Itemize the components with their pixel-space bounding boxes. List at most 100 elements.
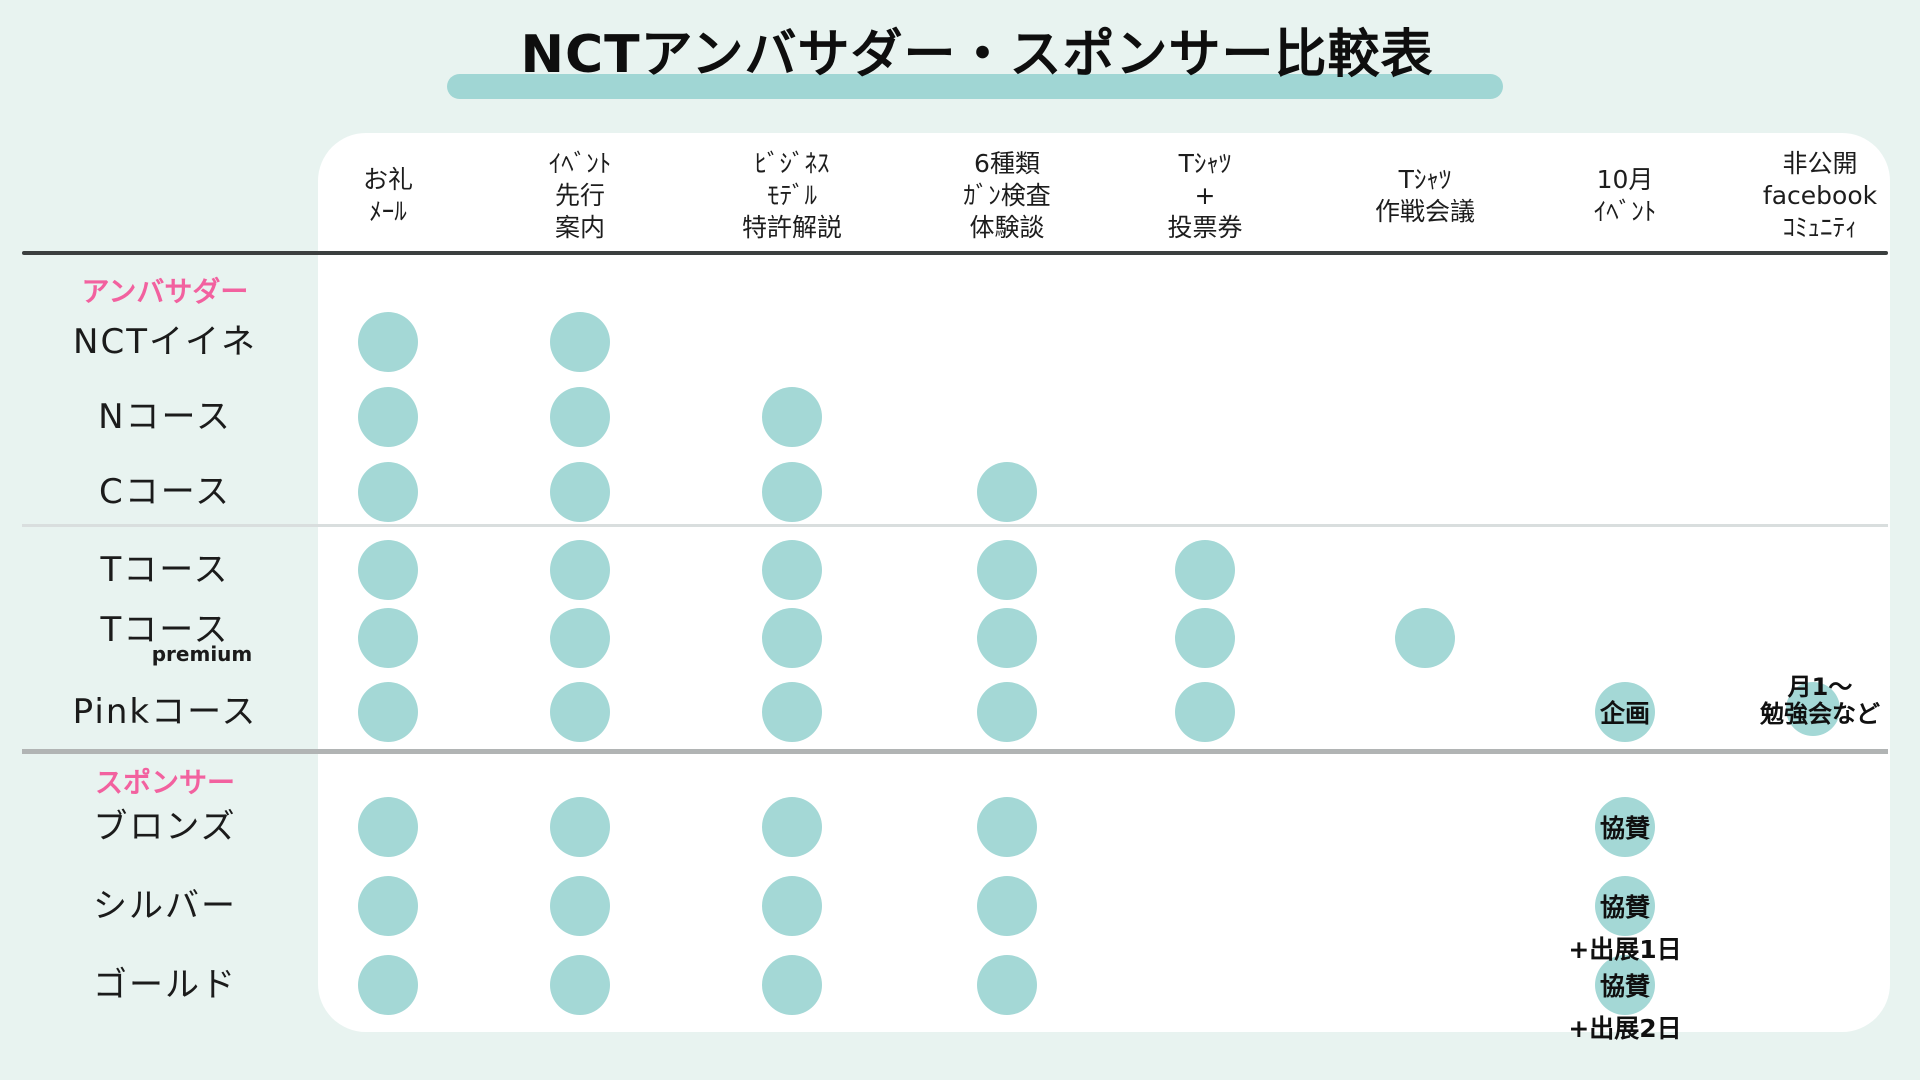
benefit-dot	[762, 540, 822, 600]
header-rule	[22, 251, 1888, 255]
column-header-line: ﾒｰﾙ	[369, 197, 407, 226]
row-label-text: シルバー	[93, 886, 237, 926]
column-header-line: Tｼｬﾂ	[1398, 165, 1452, 194]
column-header-line: ﾋﾞｼﾞﾈｽ	[754, 149, 830, 178]
column-header-line: 特許解説	[741, 213, 842, 242]
benefit-dot	[550, 955, 610, 1015]
benefit-dot-labeled: 協賛	[1595, 797, 1655, 857]
benefit-dot	[977, 955, 1037, 1015]
benefit-dot	[1175, 682, 1235, 742]
column-header-cancer-test-stories: 6種類 ｶﾞﾝ検査体験談	[892, 140, 1122, 252]
benefit-dot	[1786, 682, 1840, 736]
section-label-sponsor: スポンサー	[94, 766, 235, 799]
title-highlight-bar	[447, 74, 1503, 99]
row-label-c-course: Cコース	[20, 468, 310, 516]
benefit-dot	[358, 312, 418, 372]
benefit-text-line: 勉強会など	[1760, 700, 1880, 728]
benefit-dot	[977, 462, 1037, 522]
column-header-line: 体験談	[969, 213, 1045, 242]
row-label-t-course: Tコース	[20, 546, 310, 594]
column-header-thanks-mail: お礼 ﾒｰﾙ	[273, 140, 503, 252]
benefit-dot	[977, 608, 1037, 668]
benefit-dot	[550, 876, 610, 936]
column-header-event-priority-info: ｲﾍﾞﾝﾄ 先行案内	[465, 140, 695, 252]
benefit-dot	[762, 387, 822, 447]
row-label-text: ゴールド	[93, 965, 237, 1005]
row-label-gold: ゴールド	[20, 961, 310, 1009]
benefit-text-line: 月1〜	[1787, 673, 1853, 701]
benefit-dot	[1175, 608, 1235, 668]
row-label-pink-course: Pinkコース	[20, 688, 310, 736]
benefit-note: +出展2日	[1568, 1014, 1682, 1043]
benefit-dot	[550, 540, 610, 600]
row-label-text: Cコース	[98, 472, 232, 512]
column-header-line: ｺﾐｭﾆﾃｨ	[1782, 213, 1858, 242]
column-header-line: 案内	[554, 213, 605, 242]
column-header-line: +	[1194, 181, 1216, 210]
benefit-dot	[977, 797, 1037, 857]
row-label-text: Tコース	[100, 550, 230, 590]
row-label-text: Nコース	[98, 397, 232, 437]
benefit-dot	[550, 682, 610, 742]
benefit-dot	[977, 540, 1037, 600]
column-header-line: 6種類	[974, 149, 1040, 178]
benefit-dot-labeled: 協賛	[1595, 955, 1655, 1015]
row-label-text: Tコース	[100, 610, 230, 650]
divider-before-sponsor	[22, 749, 1888, 754]
column-header-line: 先行	[554, 181, 605, 210]
benefit-dot	[550, 387, 610, 447]
column-header-line: ｲﾍﾞﾝﾄ	[548, 149, 612, 178]
benefit-dot	[550, 312, 610, 372]
column-header-line: Tｼｬﾂ	[1178, 149, 1232, 178]
benefit-dot	[358, 462, 418, 522]
column-header-tshirt-vote: Tｼｬﾂ + 投票券	[1090, 140, 1320, 252]
column-header-private-facebook-community: 非公開 facebook ｺﾐｭﾆﾃｨ	[1705, 140, 1920, 252]
column-header-line: 作戦会議	[1374, 197, 1475, 226]
benefit-dot	[762, 955, 822, 1015]
row-label-bronze: ブロンズ	[20, 803, 310, 851]
column-header-line: ﾓﾃﾞﾙ	[766, 181, 817, 210]
column-header-line: 10月	[1596, 165, 1654, 194]
benefit-dot	[550, 797, 610, 857]
benefit-dot	[1175, 540, 1235, 600]
row-label-silver: シルバー	[20, 882, 310, 930]
benefit-dot	[358, 608, 418, 668]
benefit-note: +出展1日	[1568, 935, 1682, 964]
row-label-text: Pinkコース	[72, 692, 258, 732]
benefit-dot	[550, 608, 610, 668]
benefit-dot	[1395, 608, 1455, 668]
divider-after-c-course	[22, 524, 1888, 527]
row-label-t-course-premium: Tコース premium	[20, 606, 310, 664]
benefit-dot	[358, 682, 418, 742]
benefit-dot	[977, 876, 1037, 936]
benefit-dot	[358, 797, 418, 857]
benefit-dot	[762, 462, 822, 522]
benefit-dot-labeled: 協賛	[1595, 876, 1655, 936]
benefit-dot	[550, 462, 610, 522]
section-label-ambassador: アンバサダー	[81, 275, 249, 308]
row-label-sub: premium	[151, 642, 253, 666]
benefit-dot	[762, 876, 822, 936]
column-header-line: ｲﾍﾞﾝﾄ	[1593, 197, 1657, 226]
benefit-dot-labeled: 企画	[1595, 682, 1655, 742]
benefit-dot	[358, 876, 418, 936]
benefit-dot	[762, 682, 822, 742]
page-title: NCTアンバサダー・スポンサー比較表	[520, 25, 1434, 85]
benefit-dot	[762, 797, 822, 857]
column-header-october-event: 10月 ｲﾍﾞﾝﾄ	[1510, 140, 1740, 252]
column-header-line: 非公開	[1782, 149, 1858, 178]
column-header-line: facebook	[1762, 181, 1878, 210]
benefit-dot	[358, 955, 418, 1015]
benefit-dot	[977, 682, 1037, 742]
column-header-line: 投票券	[1167, 213, 1243, 242]
column-header-line: ｶﾞﾝ検査	[963, 181, 1051, 210]
column-header-business-model-patent: ﾋﾞｼﾞﾈｽ ﾓﾃﾞﾙ 特許解説	[677, 140, 907, 252]
benefit-dot	[358, 540, 418, 600]
benefit-dot	[358, 387, 418, 447]
column-header-line: お礼	[362, 165, 413, 194]
row-label-n-course: Nコース	[20, 393, 310, 441]
column-header-tshirt-strategy-meeting: Tｼｬﾂ 作戦会議	[1310, 140, 1540, 252]
row-label-text: ブロンズ	[93, 807, 237, 847]
benefit-dot	[762, 608, 822, 668]
